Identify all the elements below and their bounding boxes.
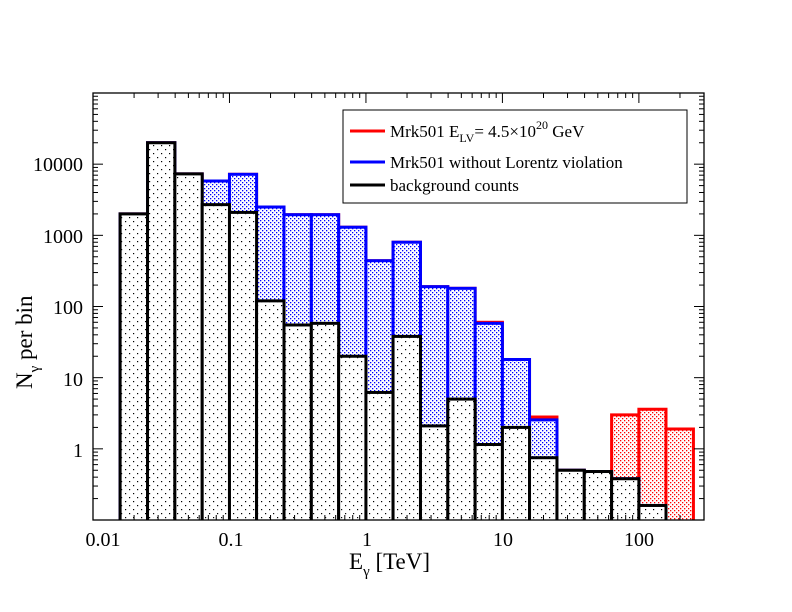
y-tick-label: 1000 <box>43 226 83 248</box>
bar-background <box>582 470 614 520</box>
x-tick-label: 100 <box>624 529 654 551</box>
bar-background <box>200 203 231 520</box>
legend-label-lorentz-violation: Mrk501 ELV= 4.5×1020 GeV <box>390 118 585 145</box>
x-tick-label: 0.1 <box>219 529 244 551</box>
x-tick-label: 1 <box>362 529 372 551</box>
bar-background <box>118 212 150 520</box>
legend-box <box>342 109 688 204</box>
bar-background <box>391 334 422 520</box>
bar-background <box>418 424 450 520</box>
y-axis-title: Nγ per bin <box>12 295 43 389</box>
bar-background <box>282 323 313 520</box>
bar-background <box>446 397 477 520</box>
bar-background <box>255 299 286 520</box>
x-tick-label: 0.01 <box>86 529 121 551</box>
y-tick-label: 1 <box>73 440 83 462</box>
legend: Mrk501 ELV= 4.5×1020 GeV Mrk501 without … <box>342 109 688 204</box>
legend-label-no-lorentz-violation: Mrk501 without Lorentz violation <box>390 153 623 172</box>
histogram-bars <box>118 141 695 520</box>
legend-label-background: background counts <box>390 176 519 195</box>
y-tick-labels: 1 10 100 1000 10000 <box>33 154 83 462</box>
bar-background <box>364 390 395 520</box>
bar-lorentz-violation <box>664 427 695 520</box>
bar-background <box>173 172 204 520</box>
bar-background <box>500 425 532 520</box>
bar-background <box>555 468 586 520</box>
axis-ticks <box>92 93 705 521</box>
bar-background <box>227 210 259 520</box>
bar-background <box>146 141 177 520</box>
bar-background <box>610 477 641 520</box>
bar-background <box>337 354 368 520</box>
bar-lorentz-violation <box>637 407 668 520</box>
x-tick-label: 10 <box>493 529 513 551</box>
bar-background <box>309 321 341 520</box>
x-axis-title: Eγ [TeV] <box>349 549 430 580</box>
y-tick-label: 10000 <box>33 154 83 176</box>
y-tick-label: 100 <box>53 297 83 319</box>
bar-background <box>637 503 668 520</box>
x-tick-labels: 0.01 0.1 1 10 100 <box>86 529 655 551</box>
y-tick-label: 10 <box>63 369 83 391</box>
